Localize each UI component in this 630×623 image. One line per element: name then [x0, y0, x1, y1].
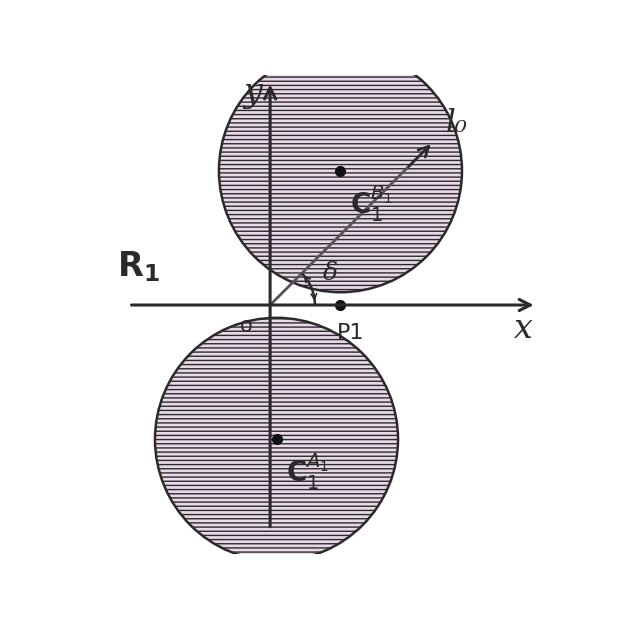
Text: x: x: [513, 313, 532, 345]
Text: δ: δ: [323, 262, 338, 285]
Text: y: y: [243, 77, 262, 109]
Text: $\mathbf{C}_1^{B_1}$: $\mathbf{C}_1^{B_1}$: [350, 184, 393, 224]
Text: l₀: l₀: [445, 108, 467, 139]
Text: $\mathbf{C}_1^{A_1}$: $\mathbf{C}_1^{A_1}$: [286, 452, 329, 492]
Text: P1: P1: [337, 323, 365, 343]
Circle shape: [155, 318, 398, 561]
Text: $\mathbf{R_1}$: $\mathbf{R_1}$: [117, 249, 159, 284]
Text: o: o: [240, 316, 253, 336]
Circle shape: [219, 49, 462, 292]
